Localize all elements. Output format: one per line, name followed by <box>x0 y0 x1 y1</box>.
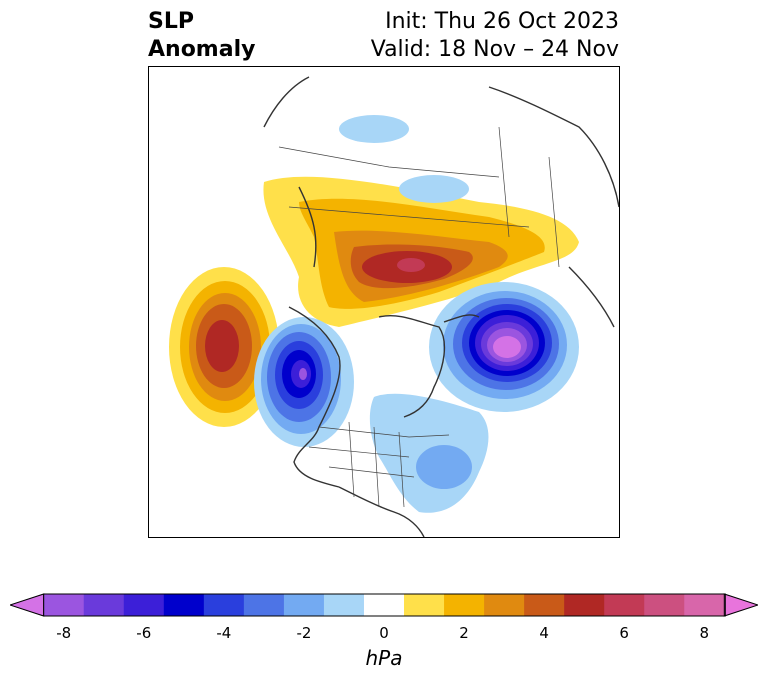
init-date: Init: Thu 26 Oct 2023 <box>385 9 619 34</box>
anomaly-eurasia-blob-2 <box>399 175 469 203</box>
title-line-2: Anomaly <box>148 37 256 62</box>
colorbar-tick-label: 2 <box>459 624 469 642</box>
colorbar-tick-label: -8 <box>56 624 72 642</box>
colorbar-unit: hPa <box>365 646 403 670</box>
date-block: Init: Thu 26 Oct 2023 Valid: 18 Nov – 24… <box>371 8 619 64</box>
title-line-1: SLP <box>148 9 194 34</box>
colorbar-bin <box>404 594 445 616</box>
colorbar-bin <box>123 594 165 616</box>
colorbar-bin <box>43 594 85 616</box>
colorbar-bin <box>163 594 205 616</box>
colorbar-bin <box>243 594 285 616</box>
anomaly-western-north-america-low <box>254 317 354 447</box>
colorbar-bin <box>363 594 405 616</box>
anomaly-north-pacific-high <box>169 267 279 427</box>
colorbar-bin <box>203 594 245 616</box>
anomaly-arctic-siberia-high <box>263 176 579 327</box>
colorbar-bin <box>564 594 605 616</box>
country-borders <box>278 126 560 508</box>
colorbar-bin <box>604 594 645 616</box>
map-panel <box>148 66 620 538</box>
colorbar-tick-label: -6 <box>136 624 152 642</box>
colorbar-bin <box>444 594 485 616</box>
colorbar-tick-label: -2 <box>296 624 312 642</box>
anomaly-eurasia-blob-1 <box>339 115 409 143</box>
colorbar-tick-label: 8 <box>699 624 710 642</box>
anomaly-north-atlantic-low <box>429 282 579 412</box>
colorbar-bin <box>323 594 365 616</box>
map-title: SLP Anomaly <box>148 8 255 64</box>
colorbar-tick-label: -4 <box>216 624 232 642</box>
colorbar-tick-label: 6 <box>619 624 629 642</box>
colorbar-tick-label: 0 <box>379 624 389 642</box>
colorbar-bin <box>684 594 725 616</box>
colorbar-bin <box>644 594 685 616</box>
map-svg <box>169 76 619 537</box>
colorbar-bin <box>83 594 125 616</box>
colorbar-bin <box>484 594 525 616</box>
valid-range: Valid: 18 Nov – 24 Nov <box>370 37 619 62</box>
colorbar-extend-low <box>10 593 45 617</box>
colorbar <box>10 593 758 617</box>
anomaly-northwest-atlantic-core <box>416 445 472 489</box>
colorbar-tick-label: 4 <box>539 624 549 642</box>
colorbar-bin <box>283 594 325 616</box>
colorbar-frame <box>43 593 726 617</box>
colorbar-bin <box>524 594 565 616</box>
colorbar-extend-high <box>723 593 758 617</box>
